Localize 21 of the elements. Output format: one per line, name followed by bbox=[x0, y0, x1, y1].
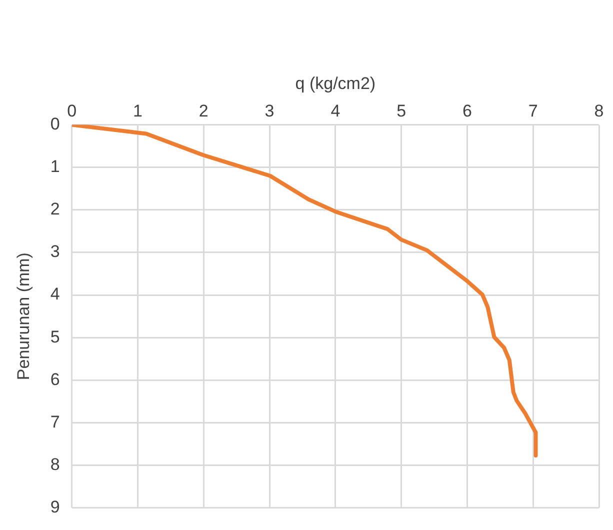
y-tick-label: 0 bbox=[50, 114, 60, 134]
x-tick-label: 3 bbox=[264, 101, 274, 120]
y-tick-label: 4 bbox=[50, 284, 60, 304]
y-axis-title: Penurunan (mm) bbox=[14, 252, 33, 380]
y-tick-label: 2 bbox=[50, 200, 60, 219]
y-tick-label: 1 bbox=[50, 157, 60, 176]
x-tick-label: 0 bbox=[67, 101, 77, 120]
x-tick-label: 4 bbox=[330, 101, 340, 120]
y-tick-label: 6 bbox=[50, 370, 60, 389]
y-tick-label: 9 bbox=[50, 497, 60, 516]
y-tick-label: 8 bbox=[50, 454, 60, 474]
y-tick-label: 5 bbox=[50, 327, 60, 346]
x-tick-label: 2 bbox=[198, 101, 208, 120]
y-tick-label: 7 bbox=[50, 412, 60, 432]
x-tick-label: 5 bbox=[396, 101, 406, 120]
x-tick-label: 7 bbox=[528, 101, 538, 120]
x-tick-label: 1 bbox=[133, 101, 142, 120]
x-axis-title: q (kg/cm2) bbox=[295, 74, 376, 93]
y-tick-label: 3 bbox=[50, 242, 60, 262]
x-tick-label: 8 bbox=[594, 101, 604, 120]
x-tick-label: 6 bbox=[462, 101, 472, 120]
